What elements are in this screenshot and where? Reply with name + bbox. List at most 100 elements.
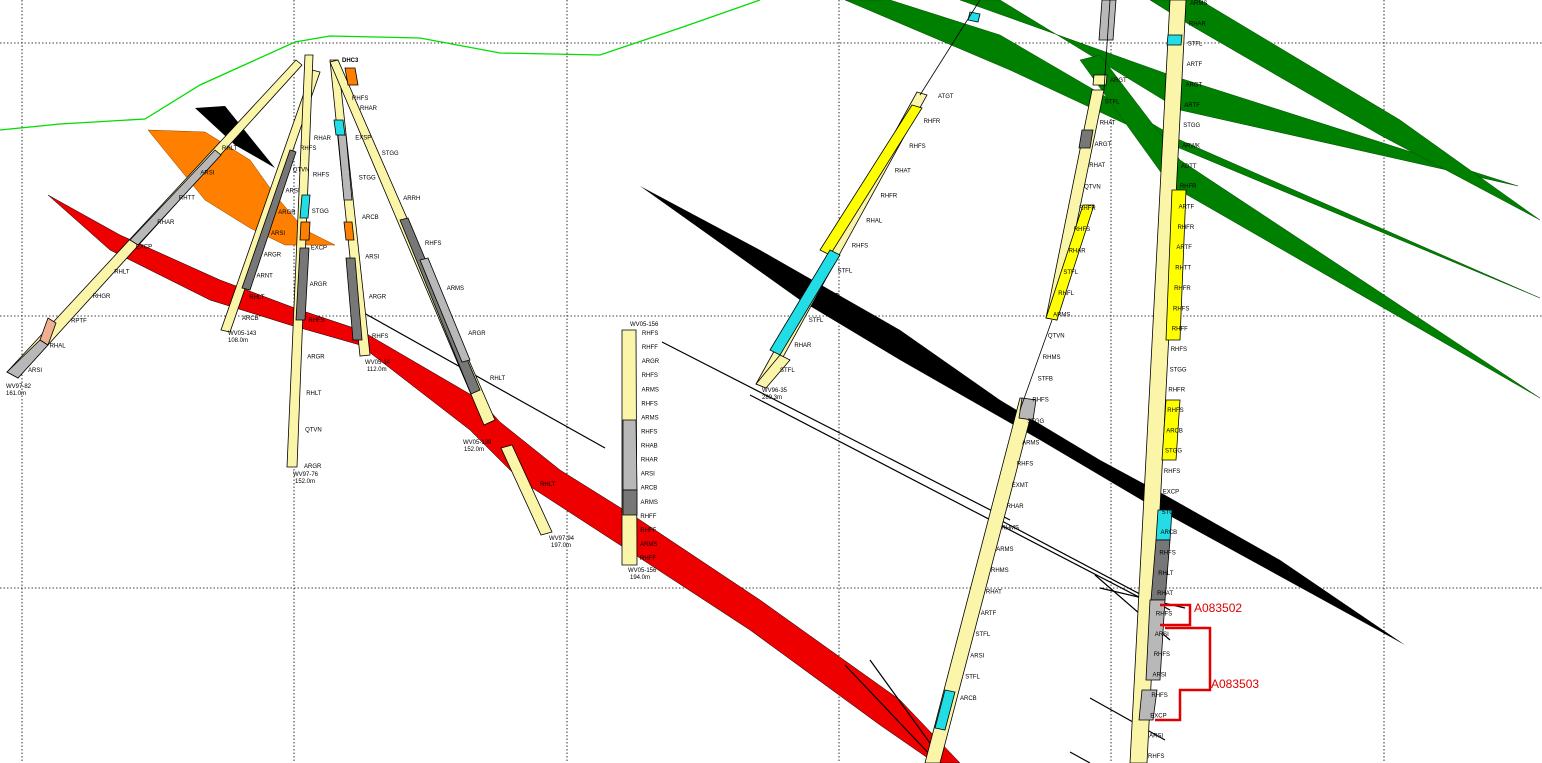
lithology-code-label: STFL xyxy=(1188,42,1203,48)
lithology-code-label: RHFS xyxy=(1074,227,1090,233)
lithology-code-label: RHFF xyxy=(642,345,658,351)
lithology-code-label: STFL xyxy=(976,632,991,638)
lithology-code-label: RHFS xyxy=(425,241,441,247)
lithology-code-label: ARSI xyxy=(1155,632,1169,638)
lithology-code-label: RHFS xyxy=(641,401,657,407)
hole-id-label: WV05-143 xyxy=(228,331,257,337)
contact-lines xyxy=(354,307,1186,763)
lithology-code-label: RHAR xyxy=(360,106,378,112)
lithology-code-label: RHFS xyxy=(1164,469,1180,475)
lithology-code-label: ARSI xyxy=(28,368,42,374)
lithology-code-label: RHFS xyxy=(1032,398,1048,404)
lithology-code-label: ARCB xyxy=(1161,530,1178,536)
drillhole-wv05-143 xyxy=(220,69,321,333)
lithology-code-label: QTVN xyxy=(1084,185,1101,191)
hole-id-label: WV05-14 xyxy=(365,360,391,366)
sample-label-a083502: A083502 xyxy=(1194,601,1242,615)
lithology-labels: RHLT ARSI RHTT RHAR EXCP RHLT RHGR RPTF RHAL ARSI… xyxy=(28,1,1207,760)
red-fault-zone xyxy=(47,194,961,763)
hole-id-label: WV97-94 xyxy=(549,536,575,542)
lithology-code-label: RHFS xyxy=(1151,693,1167,699)
lithology-code-label: EXCP xyxy=(136,245,152,251)
green-units xyxy=(844,0,1541,399)
lithology-code-label: RHFS xyxy=(1167,408,1183,414)
hole-depth-label: 194.0m xyxy=(630,575,650,581)
lithology-code-label: STGG xyxy=(1165,449,1182,455)
hole-depth-label: 197.0m xyxy=(551,543,571,549)
lithology-code-label: ARGR xyxy=(369,294,387,300)
lithology-code-label: QTVN xyxy=(305,428,322,434)
lithology-code-label: ARSI xyxy=(365,255,379,261)
hole-depth-label: 152.0m xyxy=(464,447,484,453)
drillhole-wv97-94 xyxy=(500,444,553,536)
lithology-code-label: ARMS xyxy=(642,387,659,393)
lithology-code-label: RHAT xyxy=(823,293,839,299)
lithology-code-label: RHAR xyxy=(1189,21,1207,27)
lithology-code-label: RHFF xyxy=(640,556,656,562)
lithology-code-label: RPTF xyxy=(71,319,87,325)
hole-depth-label: 289.3m xyxy=(762,395,782,401)
hole-depth-label: 152.0m xyxy=(295,479,315,485)
lithology-code-label: EXCP xyxy=(311,245,327,251)
lithology-code-label: RHFS xyxy=(313,172,329,178)
sample-label-a083503: A083503 xyxy=(1211,677,1259,691)
lithology-code-label: RHFR xyxy=(1079,206,1096,212)
lithology-code-label: RHTT xyxy=(1175,266,1191,272)
lithology-code-label: ARCB xyxy=(362,215,379,221)
lithology-code-label: QTVN xyxy=(293,167,310,173)
lithology-code-label: RHFS xyxy=(1148,754,1164,760)
lithology-code-label: ARMS xyxy=(1022,440,1039,446)
lithology-code-label: RHAR xyxy=(641,458,659,464)
lithology-code-label: STFL xyxy=(1105,99,1120,105)
hole-labels: WV97-82 161.0m WV05-143 108.0m WV97-76 1… xyxy=(6,322,788,581)
lithology-code-label: RHFS xyxy=(909,144,925,150)
lithology-code-label: STFL xyxy=(838,268,853,274)
lithology-code-label: RHAT xyxy=(895,169,911,175)
lithology-code-label: RHFR xyxy=(1178,225,1195,231)
lithology-code-label: ADTT xyxy=(1181,164,1197,170)
lithology-code-label: RHAT xyxy=(986,589,1002,595)
lithology-code-label: RHAB xyxy=(641,444,658,450)
lithology-code-label: ARGR xyxy=(264,252,282,258)
lithology-code-label: STGG xyxy=(312,209,329,215)
lithology-code-label: RHFS xyxy=(308,318,324,324)
lithology-code-label: ARSI xyxy=(200,171,214,177)
lithology-code-label: RHFS xyxy=(1017,462,1033,468)
lithology-code-label: RHFS xyxy=(1173,306,1189,312)
lithology-code-label: ARSI xyxy=(271,231,285,237)
lithology-code-label: RHGR xyxy=(93,294,111,300)
lithology-code-label: RHFS xyxy=(852,244,868,250)
lithology-code-label: RHAR xyxy=(794,343,812,349)
topography-line xyxy=(0,0,761,131)
lithology-code-label: ARGR xyxy=(310,282,328,288)
lithology-code-label: ARCB xyxy=(960,696,977,702)
lithology-code-label: ARWK xyxy=(1182,144,1200,150)
hole-depth-label: 161.0m xyxy=(6,391,26,397)
lithology-code-label: RHFR xyxy=(1168,388,1185,394)
sample-outlines xyxy=(1155,603,1212,722)
lithology-code-label: ARGT xyxy=(1110,78,1127,84)
lithology-code-label: ARGT xyxy=(1095,142,1112,148)
lithology-code-label: RHAT xyxy=(1157,591,1173,597)
lithology-code-label: RHFS xyxy=(642,373,658,379)
lithology-code-label: STFL xyxy=(809,318,824,324)
lithology-code-label: RHAL xyxy=(50,343,67,349)
lithology-code-label: ARSI xyxy=(970,653,984,659)
lithology-code-label: ARMS xyxy=(447,286,464,292)
lithology-code-label: RHLT xyxy=(114,269,130,275)
lithology-code-label: RHFS xyxy=(300,146,316,152)
lithology-code-label: RHFS xyxy=(352,96,368,102)
lithology-code-label: ARMS xyxy=(996,547,1013,553)
lithology-code-label: RHFF xyxy=(640,514,656,520)
lithology-code-label: RHFS xyxy=(1156,612,1172,618)
lithology-code-label: STFB xyxy=(1038,376,1053,382)
hole-id-label: WV97-76 xyxy=(293,472,319,478)
lithology-code-label: RHAT xyxy=(1100,121,1116,127)
lithology-code-label: RHMS xyxy=(1043,355,1061,361)
lithology-code-label: ARCB xyxy=(641,486,658,492)
lithology-code-label: RHFS xyxy=(1154,652,1170,658)
lithology-code-label: RHAR xyxy=(157,220,175,226)
lithology-code-label: RHFL xyxy=(1058,291,1074,297)
lithology-code-label: ARCB xyxy=(1166,428,1183,434)
